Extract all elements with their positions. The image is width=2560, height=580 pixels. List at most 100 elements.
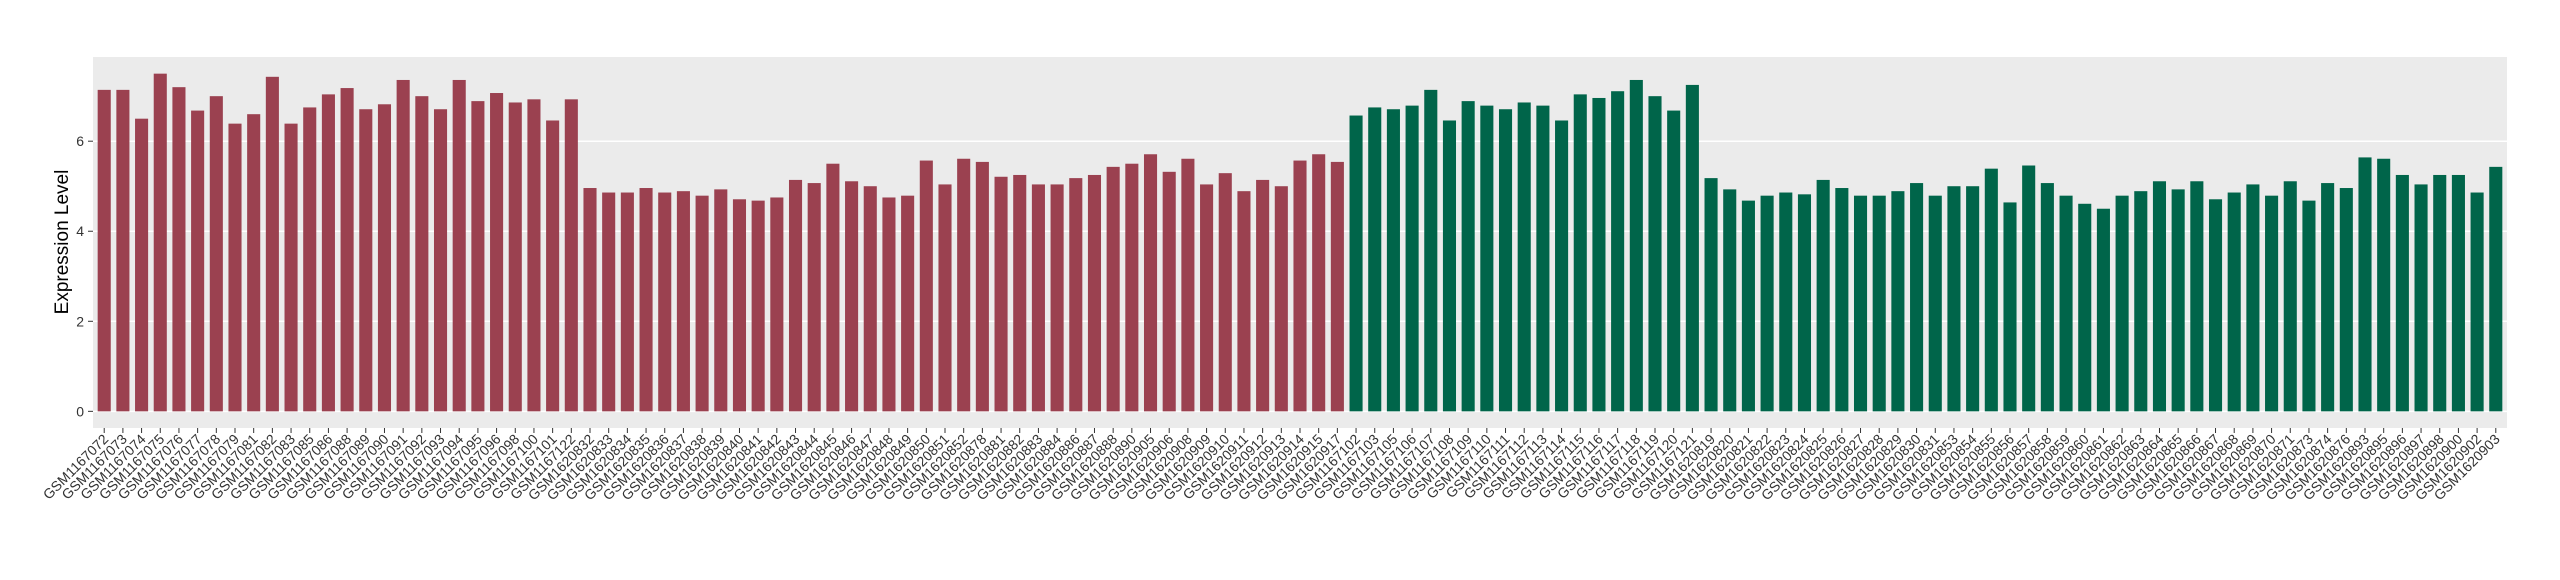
bar	[508, 102, 522, 412]
bar	[2227, 192, 2241, 412]
bar	[2265, 195, 2279, 412]
bar	[901, 195, 915, 412]
bar	[770, 197, 784, 412]
bar	[1629, 79, 1643, 412]
y-tick-label: 2	[76, 313, 84, 329]
bar	[826, 163, 840, 412]
bar	[2489, 166, 2503, 412]
bar	[2321, 183, 2335, 412]
bar	[97, 89, 111, 412]
bar	[2208, 199, 2223, 412]
bar	[1573, 94, 1587, 412]
bar	[1910, 183, 1924, 412]
bar	[1966, 186, 1980, 412]
bar	[1816, 179, 1830, 412]
bar	[1349, 115, 1363, 412]
bar	[1050, 184, 1064, 412]
bar	[490, 93, 504, 412]
bar	[433, 109, 448, 412]
bar	[676, 191, 690, 412]
bar	[639, 188, 653, 412]
y-tick-label: 0	[76, 403, 84, 419]
bar	[1685, 84, 1699, 412]
bar	[1704, 178, 1718, 412]
bar	[340, 88, 354, 412]
bar	[2470, 192, 2484, 412]
bar	[1723, 189, 1737, 412]
y-tick-label: 6	[76, 133, 84, 149]
bar	[1368, 107, 1382, 412]
bar	[845, 181, 859, 412]
bar	[1947, 186, 1961, 412]
bar	[265, 76, 279, 412]
bar	[2283, 181, 2297, 412]
bar	[415, 96, 429, 412]
bar	[1405, 105, 1419, 412]
bar	[1611, 91, 1625, 412]
bar	[1312, 154, 1326, 412]
bar	[2433, 174, 2447, 412]
bar	[2395, 174, 2409, 412]
bar	[1162, 171, 1176, 412]
bar	[2134, 191, 2148, 412]
bar	[228, 123, 242, 412]
bar	[1424, 89, 1438, 412]
bar	[546, 120, 560, 412]
bar	[695, 195, 709, 412]
bar	[2339, 188, 2353, 412]
bar	[583, 188, 597, 412]
bar	[1797, 194, 1812, 412]
bar	[153, 73, 167, 412]
bar	[2096, 208, 2110, 412]
y-axis-title: Expression Level	[52, 170, 73, 315]
bar	[2152, 181, 2167, 412]
bar	[1461, 101, 1475, 412]
bar	[452, 79, 466, 412]
bar	[1256, 179, 1270, 412]
bar	[247, 114, 261, 412]
bar	[1087, 174, 1102, 412]
bar	[1218, 173, 1232, 412]
bar	[1330, 161, 1344, 412]
bar	[1274, 186, 1288, 412]
bar	[2115, 195, 2129, 412]
bar	[658, 192, 672, 412]
bar	[620, 192, 634, 412]
bar	[1442, 120, 1457, 412]
bar	[527, 99, 541, 412]
bar	[732, 199, 747, 412]
bar	[1517, 102, 1531, 412]
bar	[471, 101, 485, 412]
bar	[2377, 158, 2391, 412]
bar	[1667, 110, 1681, 412]
bar	[2246, 184, 2260, 412]
bar	[1779, 192, 1793, 412]
bar	[1760, 195, 1774, 412]
bar	[359, 109, 373, 412]
bar	[1648, 96, 1662, 412]
bar	[1928, 195, 1942, 412]
bar	[1237, 191, 1251, 412]
bar	[2414, 184, 2428, 412]
bar	[2003, 202, 2017, 412]
bar	[863, 186, 877, 412]
bar	[751, 200, 765, 412]
bar	[116, 89, 130, 412]
bar	[1125, 163, 1139, 412]
bar	[135, 118, 149, 412]
bar	[1069, 178, 1083, 412]
bar	[191, 110, 205, 412]
bar	[1891, 191, 1905, 412]
bar	[919, 160, 933, 412]
bar	[2040, 183, 2054, 412]
bar	[564, 99, 578, 412]
bar	[1872, 195, 1886, 412]
bar	[209, 96, 223, 412]
bar	[2059, 195, 2073, 412]
bar	[1536, 105, 1550, 412]
bar	[602, 192, 616, 412]
bar	[1031, 184, 1045, 412]
bar	[1181, 158, 1195, 412]
bar	[1498, 109, 1513, 412]
bar	[321, 94, 335, 412]
